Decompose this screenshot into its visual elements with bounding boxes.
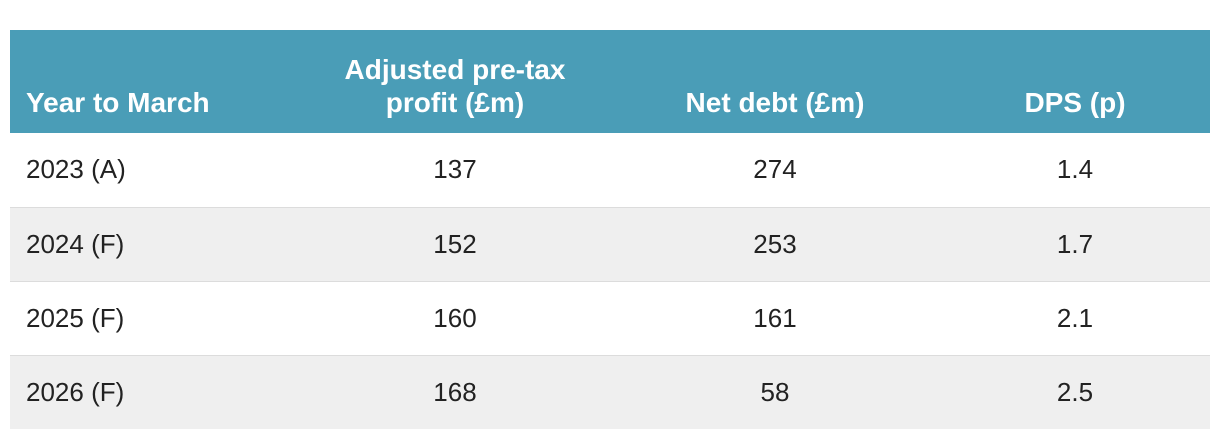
header-year-to-march: Year to March xyxy=(10,30,300,133)
cell-dps: 2.1 xyxy=(940,281,1210,356)
forecast-table-container: Year to March Adjusted pre-tax profit (£… xyxy=(10,30,1210,429)
table-body: 2023 (A) 137 274 1.4 2024 (F) 152 253 1.… xyxy=(10,133,1210,429)
header-net-debt: Net debt (£m) xyxy=(610,30,940,133)
cell-net-debt: 253 xyxy=(610,207,940,282)
header-row: Year to March Adjusted pre-tax profit (£… xyxy=(10,30,1210,133)
cell-dps: 2.5 xyxy=(940,355,1210,429)
cell-profit: 152 xyxy=(300,207,610,282)
cell-dps: 1.4 xyxy=(940,133,1210,208)
table-row: 2026 (F) 168 58 2.5 xyxy=(10,355,1210,429)
cell-profit: 160 xyxy=(300,281,610,356)
header-adjusted-pre-tax-profit: Adjusted pre-tax profit (£m) xyxy=(300,30,610,133)
cell-net-debt: 58 xyxy=(610,355,940,429)
header-dps: DPS (p) xyxy=(940,30,1210,133)
table-row: 2025 (F) 160 161 2.1 xyxy=(10,281,1210,356)
cell-net-debt: 274 xyxy=(610,133,940,208)
cell-dps: 1.7 xyxy=(940,207,1210,282)
cell-profit: 168 xyxy=(300,355,610,429)
table-header: Year to March Adjusted pre-tax profit (£… xyxy=(10,30,1210,133)
cell-profit: 137 xyxy=(300,133,610,208)
cell-year: 2023 (A) xyxy=(10,133,300,208)
cell-net-debt: 161 xyxy=(610,281,940,356)
cell-year: 2025 (F) xyxy=(10,281,300,356)
table-row: 2024 (F) 152 253 1.7 xyxy=(10,207,1210,282)
forecast-table: Year to March Adjusted pre-tax profit (£… xyxy=(10,30,1210,429)
cell-year: 2024 (F) xyxy=(10,207,300,282)
table-row: 2023 (A) 137 274 1.4 xyxy=(10,133,1210,208)
cell-year: 2026 (F) xyxy=(10,355,300,429)
